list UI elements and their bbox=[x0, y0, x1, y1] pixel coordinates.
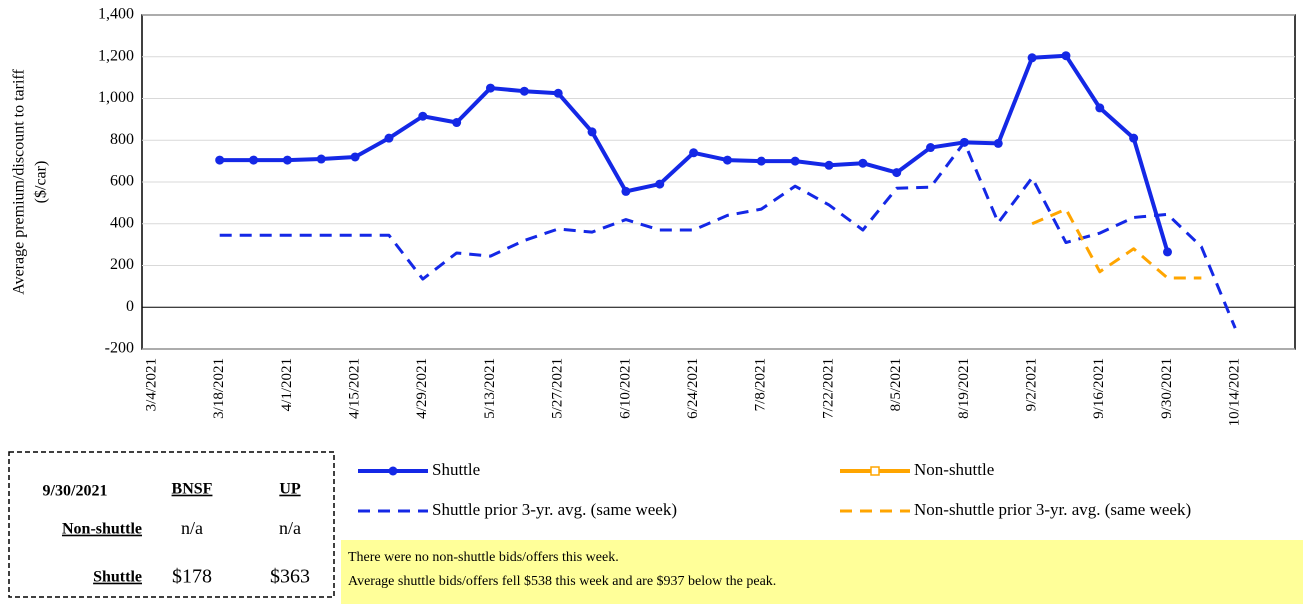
y-tick-label: -200 bbox=[105, 340, 134, 357]
row-label: Non-shuttle bbox=[62, 521, 142, 538]
table-cell: n/a bbox=[181, 518, 203, 538]
x-tick-label: 5/13/2021 bbox=[482, 358, 498, 419]
point bbox=[486, 83, 495, 93]
note: There were no non-shuttle bids/offers th… bbox=[348, 550, 619, 565]
series-line bbox=[219, 140, 1237, 329]
point bbox=[1129, 133, 1139, 143]
x-tick-label: 7/8/2021 bbox=[753, 358, 769, 411]
x-tick-label: 3/18/2021 bbox=[211, 358, 227, 419]
note: Average shuttle bids/offers fell $538 th… bbox=[348, 574, 776, 589]
x-tick-label: 9/2/2021 bbox=[1024, 358, 1040, 411]
point bbox=[824, 160, 834, 170]
row-label: Shuttle bbox=[93, 569, 142, 586]
point bbox=[418, 111, 428, 121]
x-tick-label: 3/4/2021 bbox=[143, 358, 159, 411]
point bbox=[655, 179, 665, 189]
y-tick-label: 400 bbox=[110, 214, 134, 231]
point bbox=[993, 138, 1003, 148]
table-cell: $363 bbox=[270, 566, 310, 588]
point bbox=[892, 168, 902, 178]
table-cell: $178 bbox=[172, 566, 212, 588]
x-tick-label: 9/16/2021 bbox=[1091, 358, 1107, 419]
x-tick-label: 4/1/2021 bbox=[279, 358, 295, 411]
y-tick-label: 0 bbox=[126, 298, 134, 315]
point bbox=[249, 155, 259, 165]
table-header: 9/30/2021 bbox=[43, 483, 108, 500]
point bbox=[1061, 51, 1071, 61]
point bbox=[621, 186, 631, 196]
point bbox=[926, 143, 936, 153]
point bbox=[1095, 103, 1105, 113]
point bbox=[452, 118, 462, 128]
x-tick-label: 9/30/2021 bbox=[1159, 358, 1175, 419]
legend-label: Non-shuttle prior 3-yr. avg. (same week) bbox=[914, 500, 1191, 519]
table-header: UP bbox=[279, 481, 301, 498]
table-cell: n/a bbox=[279, 518, 301, 538]
y-axis-title: Average premium/discount to tariff bbox=[11, 69, 28, 295]
point bbox=[1163, 247, 1172, 257]
legend-marker bbox=[870, 466, 880, 476]
legend-label: Non-shuttle bbox=[914, 460, 994, 479]
x-tick-label: 7/22/2021 bbox=[820, 358, 836, 419]
summary-table bbox=[8, 451, 335, 598]
point bbox=[519, 86, 529, 96]
y-tick-label: 1,400 bbox=[98, 6, 134, 23]
point bbox=[282, 155, 292, 165]
x-tick-label: 8/19/2021 bbox=[956, 358, 972, 419]
point bbox=[858, 158, 868, 168]
y-axis-title: ($/car) bbox=[33, 161, 50, 204]
point bbox=[384, 133, 394, 143]
y-tick-label: 1,200 bbox=[98, 47, 134, 64]
point bbox=[756, 156, 766, 166]
point bbox=[790, 156, 800, 166]
x-tick-label: 10/14/2021 bbox=[1227, 358, 1243, 426]
y-tick-label: 600 bbox=[110, 173, 134, 190]
point bbox=[553, 88, 563, 98]
note-box bbox=[341, 540, 1303, 604]
point bbox=[350, 152, 360, 162]
x-tick-label: 6/10/2021 bbox=[617, 358, 633, 419]
legend-marker bbox=[388, 466, 398, 476]
table-header: BNSF bbox=[172, 481, 213, 498]
x-tick-label: 4/29/2021 bbox=[414, 358, 430, 419]
y-tick-label: 1,000 bbox=[98, 89, 134, 106]
point bbox=[722, 155, 732, 165]
series-line bbox=[1031, 207, 1202, 280]
legend-label: Shuttle bbox=[432, 460, 480, 479]
point bbox=[215, 155, 225, 165]
x-tick-label: 5/27/2021 bbox=[550, 358, 566, 419]
point bbox=[316, 154, 326, 164]
point bbox=[587, 127, 597, 137]
x-tick-label: 8/5/2021 bbox=[888, 358, 904, 411]
legend-label: Shuttle prior 3-yr. avg. (same week) bbox=[432, 500, 677, 519]
x-tick-label: 6/24/2021 bbox=[685, 358, 701, 419]
y-tick-label: 200 bbox=[110, 256, 134, 273]
y-tick-label: 800 bbox=[110, 131, 134, 148]
point bbox=[689, 148, 699, 158]
point bbox=[1027, 53, 1037, 63]
x-tick-label: 4/15/2021 bbox=[347, 358, 363, 419]
